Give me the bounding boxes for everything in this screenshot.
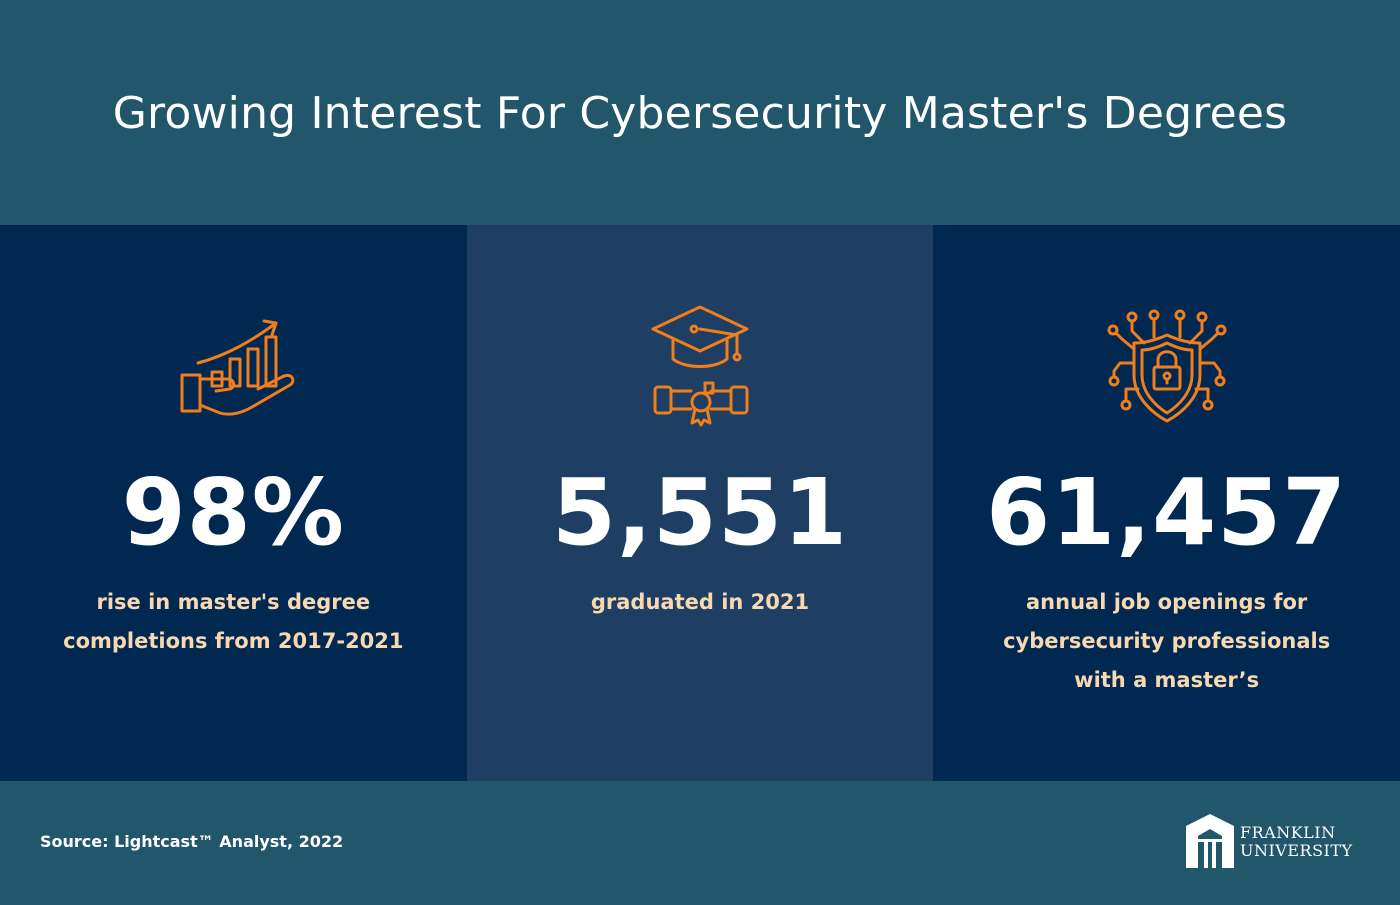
logo-line-1: FRANKLIN [1240, 823, 1336, 842]
stat-description-line: rise in master's degree [96, 590, 371, 614]
stat-panel-graduates: 5,551 graduated in 2021 [466, 225, 934, 781]
franklin-university-logo: FRANKLIN UNIVERSITY [1186, 812, 1366, 870]
stat-panel-completions: 98% rise in master's degree completions … [0, 225, 467, 781]
stat-description-line: cybersecurity professionals [1003, 629, 1331, 653]
stat-description: annual job openings for cybersecurity pr… [963, 583, 1370, 700]
logo-line-2: UNIVERSITY [1240, 841, 1353, 860]
stat-value: 98% [121, 459, 345, 566]
stat-description: graduated in 2021 [497, 583, 904, 622]
growth-chart-hand-icon [168, 305, 298, 430]
stat-value: 61,457 [986, 459, 1348, 566]
stat-value: 5,551 [551, 459, 848, 566]
stat-description-line: with a master’s [1074, 668, 1260, 692]
stat-description-line: graduated in 2021 [590, 590, 810, 614]
stat-panel-job-openings: 61,457 annual job openings for cybersecu… [933, 225, 1400, 781]
franklin-logo-icon [1186, 812, 1234, 868]
graduation-cap-diploma-icon [635, 305, 765, 430]
page-title: Growing Interest For Cybersecurity Maste… [112, 88, 1288, 139]
stat-description: rise in master's degree completions from… [30, 583, 437, 661]
stat-description-line: annual job openings for [1026, 590, 1308, 614]
logo-wordmark: FRANKLIN UNIVERSITY [1240, 824, 1353, 860]
circuit-shield-lock-icon [1102, 305, 1232, 430]
stats-panels: 98% rise in master's degree completions … [0, 225, 1400, 781]
source-citation: Source: Lightcast™ Analyst, 2022 [40, 832, 344, 851]
stat-description-line: completions from 2017-2021 [63, 629, 404, 653]
